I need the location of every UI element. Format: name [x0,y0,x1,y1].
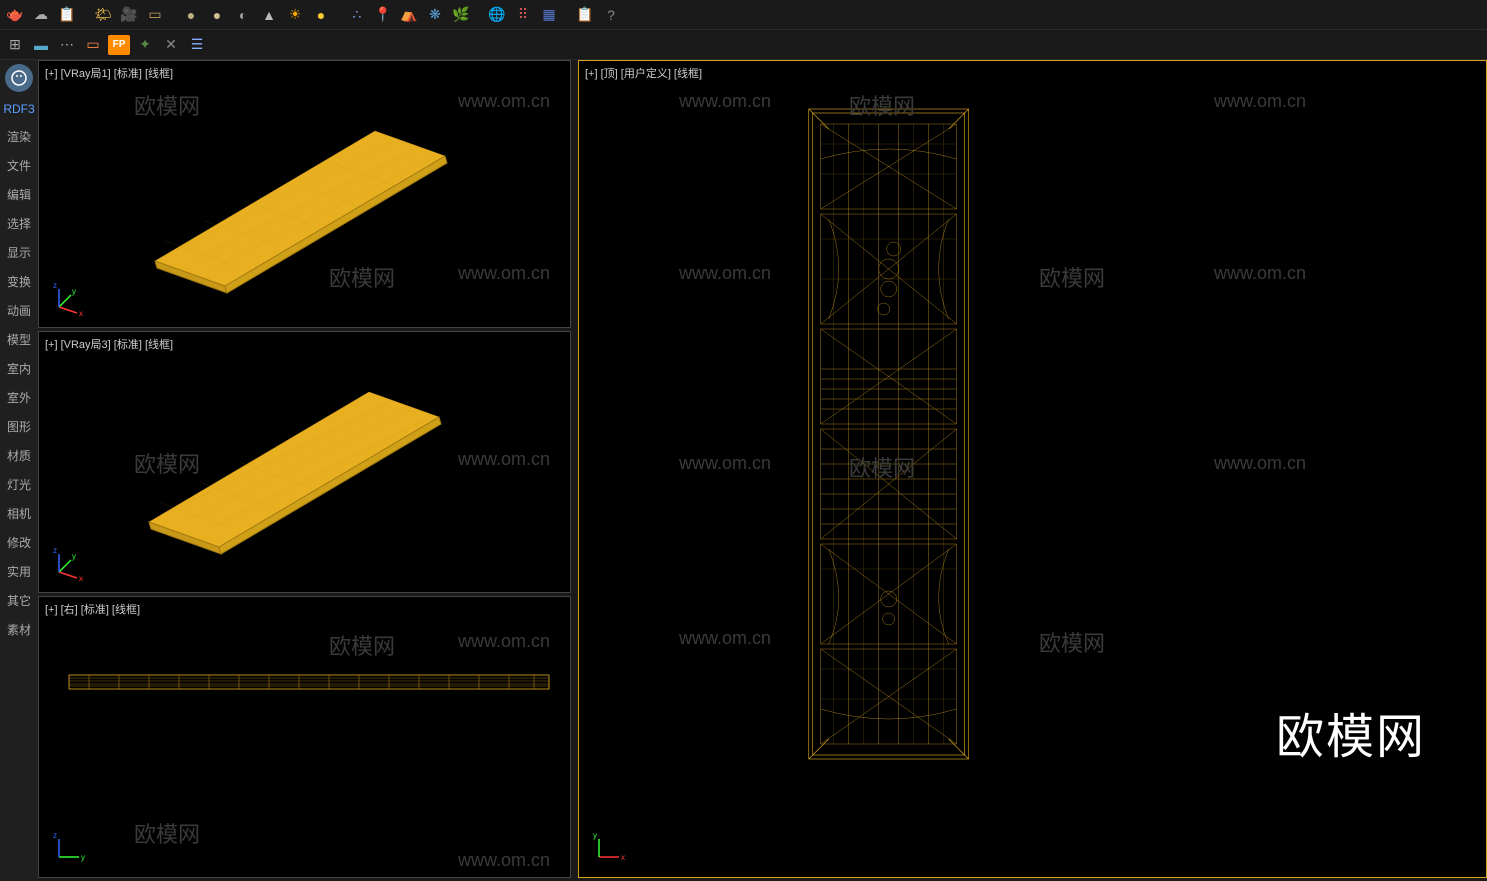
select2-icon[interactable]: ⋯ [56,34,78,56]
camera-icon[interactable]: 🎥 [118,4,140,26]
svg-text:x: x [621,853,625,862]
kettle-icon[interactable]: ◐ [232,4,254,26]
clipboard-icon[interactable]: 📋 [574,4,596,26]
blob2-icon[interactable]: ● [206,4,228,26]
svg-text:z: z [53,831,57,840]
svg-text:y: y [593,831,597,840]
sidebar-item-5[interactable]: 变换 [1,267,37,296]
sidebar-item-8[interactable]: 室内 [1,354,37,383]
calendar-icon[interactable]: 📋 [56,4,78,26]
axis-gizmo: y z [47,829,87,869]
select1-icon[interactable]: ▬ [30,34,52,56]
plant-icon[interactable]: 🌿 [450,4,472,26]
list-icon[interactable]: ☰ [186,34,208,56]
viewport-right[interactable]: [+] [右] [标准] [线框] [38,596,571,878]
axis-gizmo: x y [587,829,627,869]
side-panel: RDF3 渲染文件编辑选择显示变换动画模型室内室外图形材质灯光相机修改实用其它素… [0,60,38,881]
sidebar-item-6[interactable]: 动画 [1,296,37,325]
main-toolbar: 🫖☁📋🌤🎥▭●●◐▲☀●∴📍⛺❋🌿🌐⠿▦📋? [0,0,1487,30]
sidebar-item-1[interactable]: 文件 [1,151,37,180]
pin-icon[interactable]: 📍 [372,4,394,26]
grid-a-icon[interactable]: ⊞ [4,34,26,56]
sidebar-item-3[interactable]: 选择 [1,209,37,238]
fp-badge[interactable]: FP [108,35,130,55]
sidebar-item-15[interactable]: 实用 [1,557,37,586]
svg-text:y: y [72,552,76,561]
sidebar-item-10[interactable]: 图形 [1,412,37,441]
svg-text:x: x [79,309,83,318]
sun-icon[interactable]: ☀ [284,4,306,26]
tree-tool-icon[interactable]: ✦ [134,34,156,56]
svg-text:x: x [79,574,83,583]
dots-icon[interactable]: ⠿ [512,4,534,26]
sidebar-item-7[interactable]: 模型 [1,325,37,354]
svg-text:y: y [72,287,76,296]
app-logo-icon[interactable] [5,64,33,92]
viewport-top[interactable]: [+] [顶] [用户定义] [线框] [578,60,1487,878]
viewport-area: [+] [VRay局1] [标准] [线框] x y z 欧模网 www.om.… [38,60,1487,881]
svg-text:z: z [53,281,57,290]
sidebar-item-0[interactable]: 渲染 [1,122,37,151]
secondary-toolbar: ⊞▬⋯▭FP✦✕☰ [0,30,1487,60]
sidebar-item-16[interactable]: 其它 [1,586,37,615]
viewport-perspective-2[interactable]: [+] [VRay局3] [标准] [线框] x y z 欧模网 www.om.… [38,331,571,593]
sidebar-item-4[interactable]: 显示 [1,238,37,267]
svg-text:y: y [81,853,85,862]
particles-icon[interactable]: ∴ [346,4,368,26]
gear2-icon[interactable]: ❋ [424,4,446,26]
layers-icon[interactable]: ▦ [538,4,560,26]
cloud-icon[interactable]: ☁ [30,4,52,26]
globe-icon[interactable]: 🌐 [486,4,508,26]
sidebar-top-label[interactable]: RDF3 [1,96,37,122]
brand-watermark: 欧模网 [1276,697,1426,767]
sidebar-item-11[interactable]: 材质 [1,441,37,470]
tools-icon[interactable]: ✕ [160,34,182,56]
sphere-icon[interactable]: ● [310,4,332,26]
viewport-perspective-1[interactable]: [+] [VRay局1] [标准] [线框] x y z 欧模网 www.om.… [38,60,571,328]
weather-icon[interactable]: 🌤 [92,4,114,26]
sidebar-item-14[interactable]: 修改 [1,528,37,557]
tent-icon[interactable]: ⛺ [398,4,420,26]
help-icon[interactable]: ? [600,4,622,26]
frame-icon[interactable]: ▭ [144,4,166,26]
axis-gizmo: x y z [47,544,87,584]
svg-text:z: z [53,546,57,555]
blob1-icon[interactable]: ● [180,4,202,26]
sidebar-item-9[interactable]: 室外 [1,383,37,412]
sidebar-item-13[interactable]: 相机 [1,499,37,528]
axis-gizmo: x y z [47,279,87,319]
sidebar-item-2[interactable]: 编辑 [1,180,37,209]
sidebar-item-17[interactable]: 素材 [1,615,37,644]
palette-icon[interactable]: ▭ [82,34,104,56]
teapot-icon[interactable]: 🫖 [4,4,26,26]
sidebar-item-12[interactable]: 灯光 [1,470,37,499]
cone-icon[interactable]: ▲ [258,4,280,26]
